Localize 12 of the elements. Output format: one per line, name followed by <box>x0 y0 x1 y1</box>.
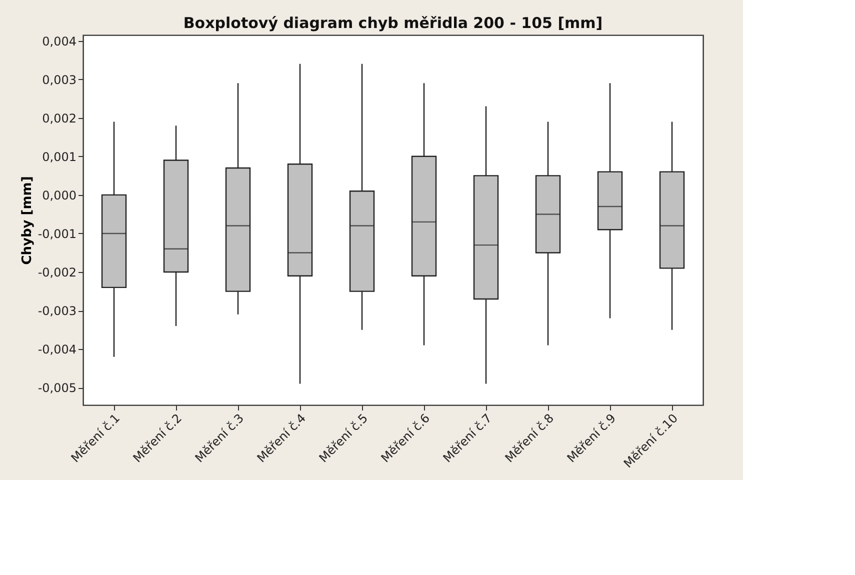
y-tick-label: -0,001 <box>38 226 76 241</box>
chart-title: Boxplotový diagram chyb měřidla 200 - 105 [mm] <box>183 14 603 32</box>
y-tick-label: -0,004 <box>38 342 76 357</box>
y-tick-label: 0,002 <box>42 111 76 126</box>
y-tick-label: -0,005 <box>38 381 76 396</box>
y-axis-title: Chyby [mm] <box>20 176 35 265</box>
y-tick-label: 0,003 <box>42 72 76 87</box>
y-tick-label: 0,000 <box>42 188 76 202</box>
y-tick-label: 0,001 <box>42 150 76 164</box>
y-tick-label: -0,002 <box>38 266 76 280</box>
y-tick-label: -0,003 <box>38 304 76 318</box>
y-tick-label: 0,004 <box>42 34 76 48</box>
